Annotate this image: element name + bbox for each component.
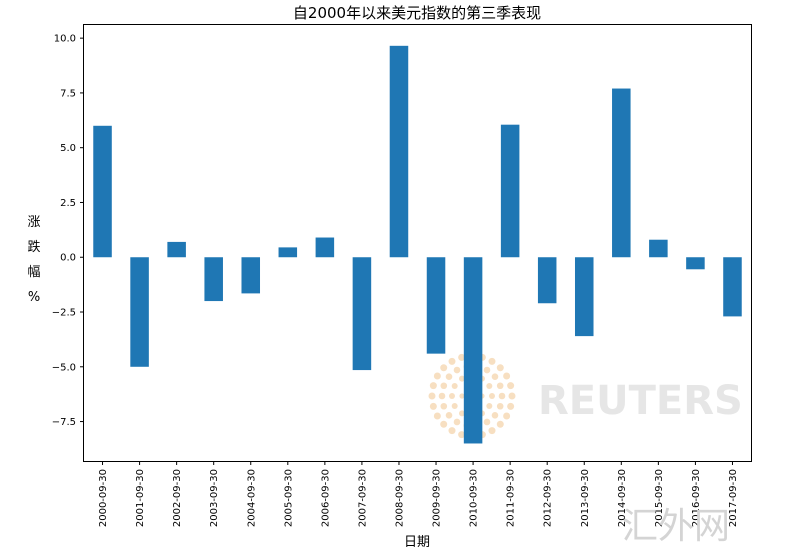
x-tick-label: 2013-09-30 <box>580 469 591 527</box>
bar-2002-09-30 <box>167 241 186 258</box>
x-tick-label: 2007-09-30 <box>357 469 368 527</box>
bar-2009-09-30 <box>426 257 446 354</box>
bar-series <box>93 45 742 444</box>
bar-2011-09-30 <box>500 124 520 258</box>
y-axis-label-char: 涨 <box>27 215 40 230</box>
x-tick-label: 2008-09-30 <box>394 469 405 527</box>
bar-2008-09-30 <box>389 45 409 258</box>
y-tick-label: 10.0 <box>54 34 76 45</box>
reuters-watermark: REUTERS <box>538 378 743 424</box>
x-tick-label: 2002-09-30 <box>172 469 183 527</box>
bar-2004-09-30 <box>241 257 261 294</box>
bar-2003-09-30 <box>204 257 223 302</box>
bar-2013-09-30 <box>574 257 594 337</box>
x-tick-label: 2011-09-30 <box>506 469 517 527</box>
y-tick-label: −2.5 <box>52 308 76 319</box>
bar-2015-09-30 <box>649 239 668 258</box>
x-tick-label: 2016-09-30 <box>691 469 702 527</box>
bar-2010-09-30 <box>463 257 483 444</box>
bar-2001-09-30 <box>130 257 149 367</box>
bar-2005-09-30 <box>278 247 298 258</box>
y-axis: 10.0 7.5 5.0 2.5 0.0 −2.5 −5.0 −7.5 <box>52 34 84 428</box>
x-tick-label: 2012-09-30 <box>543 469 554 527</box>
y-tick-label: 0.0 <box>60 253 76 264</box>
x-axis-label: 日期 <box>404 535 430 550</box>
x-tick-label: 2015-09-30 <box>654 469 665 527</box>
x-tick-label: 2000-09-30 <box>98 469 109 527</box>
plot-frame <box>83 24 752 462</box>
corner-watermark: 汇外网 <box>622 506 730 547</box>
y-axis-label-char: 幅 <box>27 265 40 280</box>
bar-2012-09-30 <box>537 257 557 304</box>
x-tick-label: 2014-09-30 <box>617 469 628 527</box>
bar-2006-09-30 <box>315 237 335 258</box>
bar-2014-09-30 <box>612 88 631 258</box>
y-axis-label-char: % <box>28 290 40 305</box>
y-tick-label: 2.5 <box>60 198 76 209</box>
x-tick-label: 2001-09-30 <box>135 469 146 527</box>
x-tick-label: 2003-09-30 <box>209 469 220 527</box>
x-tick-label: 2010-09-30 <box>469 469 480 527</box>
y-tick-label: −7.5 <box>52 417 76 428</box>
x-tick-label: 2005-09-30 <box>283 469 294 527</box>
y-axis-label: 涨跌幅% <box>27 215 40 305</box>
y-tick-label: 7.5 <box>60 88 76 99</box>
y-tick-label: −5.0 <box>52 362 76 373</box>
bar-2016-09-30 <box>686 257 705 270</box>
bar-2000-09-30 <box>93 125 112 258</box>
y-axis-label-char: 跌 <box>27 239 40 255</box>
x-tick-label: 2004-09-30 <box>246 469 257 527</box>
bar-2007-09-30 <box>352 257 372 371</box>
x-tick-label: 2006-09-30 <box>320 469 331 527</box>
y-tick-label: 5.0 <box>60 143 76 154</box>
bar-2017-09-30 <box>723 257 742 317</box>
x-tick-label: 2017-09-30 <box>728 469 739 527</box>
x-axis: 2000-09-30 2001-09-30 2002-09-30 2003-09-30… <box>98 461 739 527</box>
x-tick-label: 2009-09-30 <box>432 469 443 527</box>
watermark-layer: REUTERS <box>428 352 743 440</box>
chart-title: 自2000年以来美元指数的第三季表现 <box>293 4 541 22</box>
